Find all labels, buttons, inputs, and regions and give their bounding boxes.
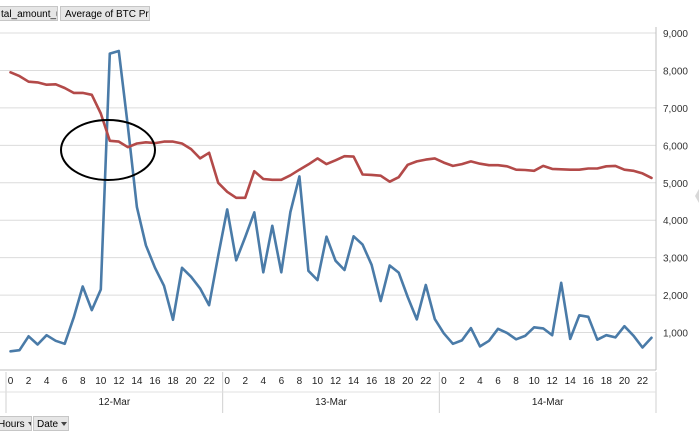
y-tick-label: 2,000 bbox=[663, 291, 688, 302]
x-tick-label: 2 bbox=[242, 376, 248, 387]
x-tick-label: 12 bbox=[113, 376, 125, 387]
x-tick-label: 2 bbox=[459, 376, 465, 387]
x-tick-label: 4 bbox=[261, 376, 267, 387]
x-tick-label: 4 bbox=[44, 376, 50, 387]
series-line-btc-price bbox=[9, 71, 653, 200]
x-tick-label: 20 bbox=[402, 376, 414, 387]
x-tick-label: 18 bbox=[601, 376, 613, 387]
y-tick-label: 6,000 bbox=[663, 141, 688, 152]
x-tick-label: 0 bbox=[441, 376, 447, 387]
x-tick-label: 22 bbox=[420, 376, 432, 387]
x-tick-label: 6 bbox=[279, 376, 285, 387]
date-group-label: 13-Mar bbox=[315, 397, 347, 408]
y-tick-label: 7,000 bbox=[663, 104, 688, 115]
y-tick-label: 5,000 bbox=[663, 179, 688, 190]
x-tick-label: 16 bbox=[149, 376, 161, 387]
series2-field-button[interactable]: Average of BTC Price bbox=[60, 6, 150, 21]
x-tick-label: 8 bbox=[80, 376, 86, 387]
x-tick-label: 10 bbox=[529, 376, 541, 387]
x-tick-label: 14 bbox=[348, 376, 360, 387]
date-group-label: 12-Mar bbox=[98, 397, 130, 408]
y-tick-label: 3,000 bbox=[663, 254, 688, 265]
x-tick-label: 8 bbox=[513, 376, 519, 387]
date-group-label: 14-Mar bbox=[532, 397, 564, 408]
x-tick-label: 0 bbox=[224, 376, 230, 387]
x-tick-label: 4 bbox=[477, 376, 483, 387]
x-tick-label: 16 bbox=[366, 376, 378, 387]
x-tick-label: 6 bbox=[62, 376, 68, 387]
x-tick-label: 22 bbox=[204, 376, 216, 387]
hours-field-label: Hours bbox=[0, 419, 25, 430]
y-tick-label: 8,000 bbox=[663, 66, 688, 77]
y-tick-label: 1,000 bbox=[663, 329, 688, 340]
x-tick-label: 2 bbox=[26, 376, 32, 387]
x-tick-label: 22 bbox=[637, 376, 649, 387]
x-tick-label: 14 bbox=[565, 376, 577, 387]
x-tick-label: 6 bbox=[495, 376, 501, 387]
date-field-button[interactable]: Date bbox=[33, 416, 69, 431]
chevron-down-icon bbox=[61, 422, 68, 427]
date-field-label: Date bbox=[37, 419, 59, 430]
scroll-hint-icon bbox=[695, 189, 699, 203]
x-tick-label: 8 bbox=[297, 376, 303, 387]
x-tick-label: 16 bbox=[583, 376, 595, 387]
series1-field-button[interactable]: tal_amount_usd bbox=[0, 6, 58, 21]
x-tick-label: 12 bbox=[547, 376, 559, 387]
annotation-ellipse bbox=[60, 119, 156, 181]
hours-field-button[interactable]: Hours bbox=[0, 416, 32, 431]
x-tick-label: 20 bbox=[186, 376, 198, 387]
x-tick-label: 10 bbox=[95, 376, 107, 387]
x-tick-label: 20 bbox=[619, 376, 631, 387]
x-tick-label: 0 bbox=[8, 376, 14, 387]
chevron-down-icon bbox=[27, 422, 31, 427]
x-tick-label: 18 bbox=[384, 376, 396, 387]
x-tick-label: 14 bbox=[131, 376, 143, 387]
series-line-total-amount bbox=[9, 49, 653, 353]
x-tick-label: 10 bbox=[312, 376, 324, 387]
y-tick-label: 9,000 bbox=[663, 29, 688, 40]
x-tick-label: 12 bbox=[330, 376, 342, 387]
x-tick-label: 18 bbox=[167, 376, 179, 387]
y-tick-label: 4,000 bbox=[663, 216, 688, 227]
